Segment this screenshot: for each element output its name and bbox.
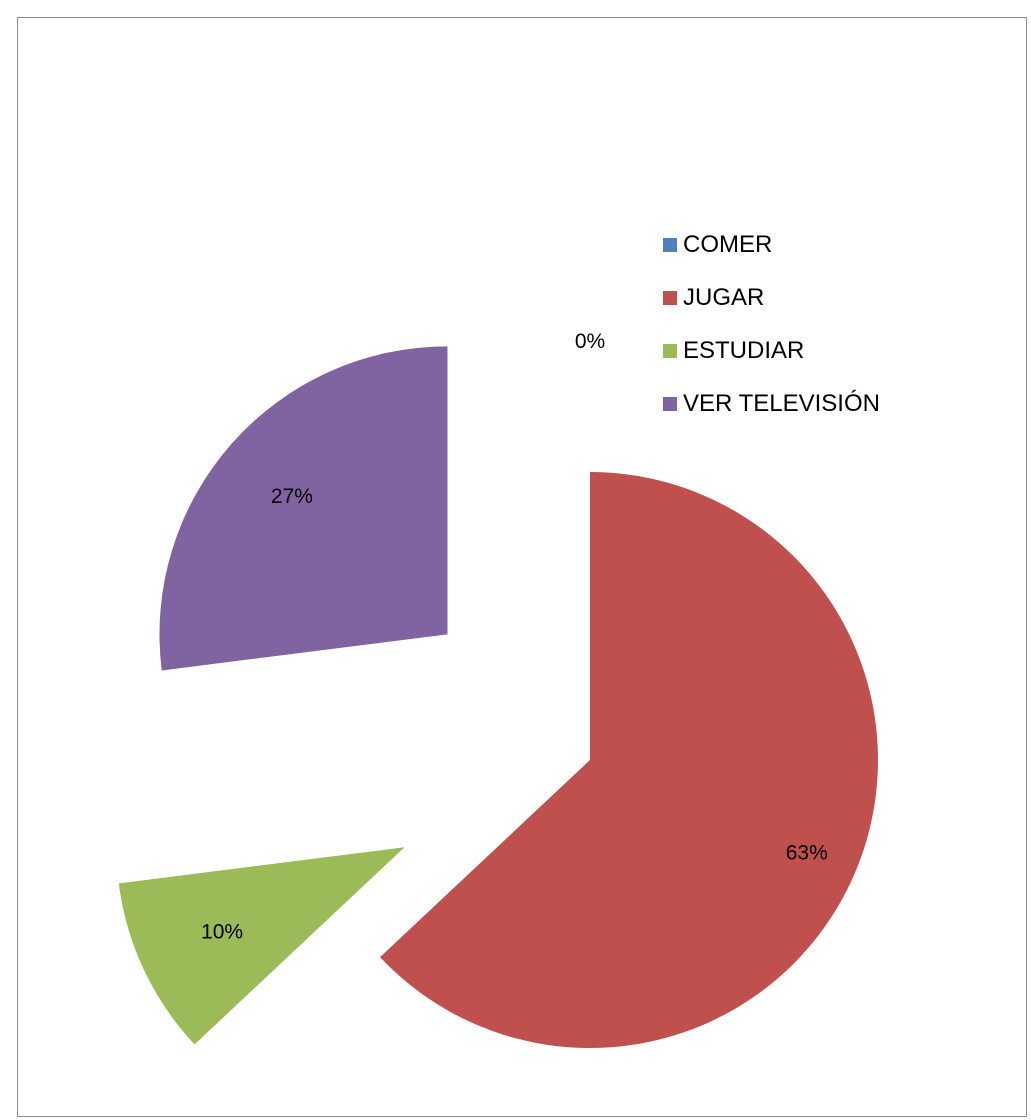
slice-jugar: [380, 472, 879, 1048]
legend-label-ver-televisi-n: VER TELEVISIÓN: [683, 389, 880, 417]
legend: COMER JUGAR ESTUDIAR VER TELEVISIÓN: [663, 218, 880, 430]
legend-swatch-estudiar: [663, 343, 677, 358]
data-label-estudiar: 10%: [201, 921, 243, 944]
legend-item-jugar: JUGAR: [663, 271, 880, 324]
legend-label-jugar: JUGAR: [683, 283, 765, 311]
legend-label-estudiar: ESTUDIAR: [683, 336, 805, 364]
data-label-ver-televisi-n: 27%: [271, 485, 313, 508]
legend-label-comer: COMER: [683, 230, 773, 258]
slice-estudiar: [118, 847, 405, 1045]
data-label-comer: 0%: [575, 330, 605, 353]
legend-item-comer: COMER: [663, 218, 880, 271]
data-label-jugar: 63%: [786, 841, 828, 864]
legend-item-estudiar: ESTUDIAR: [663, 324, 880, 377]
legend-item-ver-televisi-n: VER TELEVISIÓN: [663, 377, 880, 430]
legend-swatch-ver-televisi-n: [663, 396, 677, 411]
legend-swatch-jugar: [663, 290, 677, 305]
slice-ver-televisi-n: [159, 346, 448, 671]
legend-swatch-comer: [663, 237, 677, 252]
pie-data-labels: 0% 63% 10% 27%: [201, 330, 828, 944]
pie-slices: [118, 346, 879, 1048]
